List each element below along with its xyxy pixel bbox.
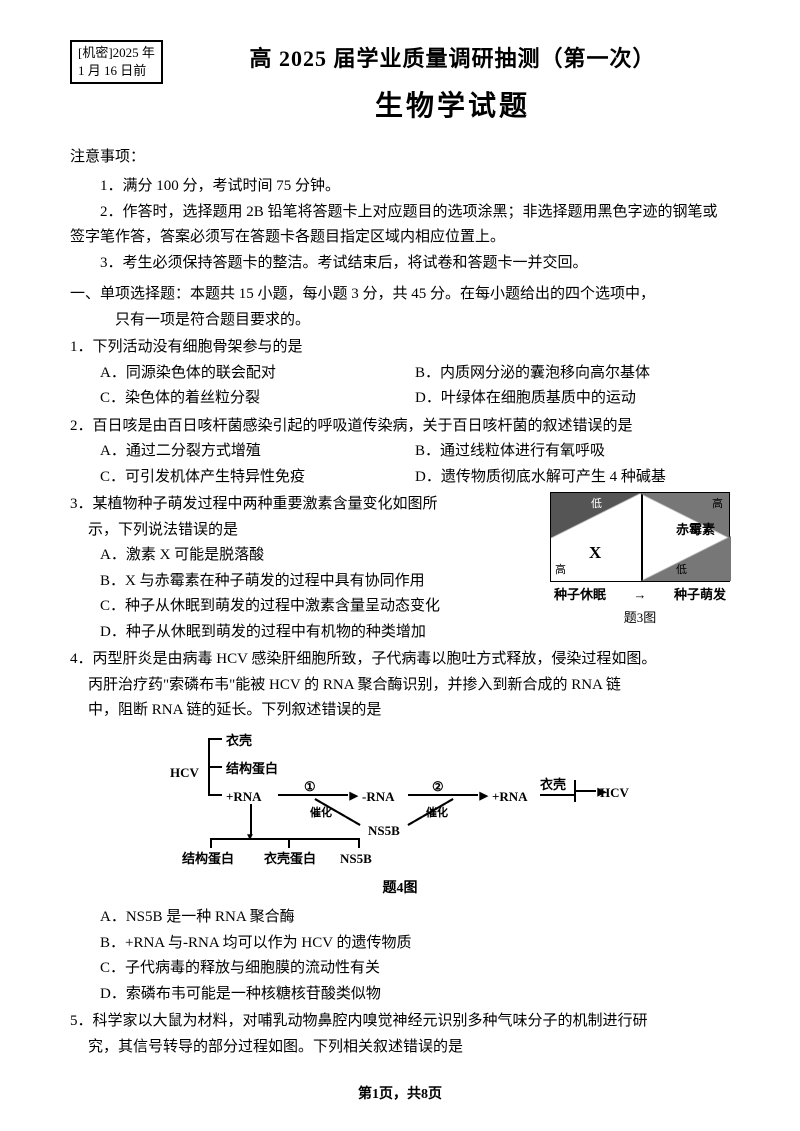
d4-bot-v1: [210, 838, 212, 848]
q4-opt-c: C．子代病毒的释放与细胞膜的流动性有关: [100, 956, 730, 982]
q1-options: A．同源染色体的联会配对 B．内质网分泌的囊泡移向高尔基体 C．染色体的着丝粒分…: [70, 361, 730, 412]
q4-opt-d: D．索磷布韦可能是一种核糖核苷酸类似物: [100, 982, 730, 1008]
q5-stem2: 究，其信号转导的部分过程如图。下列相关叙述错误的是: [70, 1035, 730, 1061]
q3-opt-d: D．种子从休眠到萌发的过程中有机物的种类增加: [100, 620, 538, 646]
d4-arrow-out: [576, 790, 596, 792]
chart3-right-label: 种子萌发: [674, 584, 726, 606]
d4-bot-v3: [358, 838, 360, 848]
section-sub: 只有一项是符合题目要求的。: [70, 308, 730, 334]
q4-options: A．NS5B 是一种 RNA 聚合酶 B．+RNA 与-RNA 均可以作为 HC…: [70, 905, 730, 1007]
d4-bot-h: [210, 838, 360, 840]
q1-opt-a: A．同源染色体的联会配对: [100, 361, 415, 387]
d4-bracket-l-b: [208, 794, 222, 796]
q4-diagram-wrap: HCV 衣壳 结构蛋白 +RNA ① -RNA ② +RNA NS5B 催化 催…: [70, 730, 730, 901]
notice-item-3: 3．考生必须保持答题卡的整洁。考试结束后，将试卷和答题卡一并交回。: [70, 251, 730, 277]
q3-opt-c: C．种子从休眠到萌发的过程中激素含量呈动态变化: [100, 594, 538, 620]
title-main: 高 2025 届学业质量调研抽测（第一次）: [175, 40, 730, 77]
section-head: 一、单项选择题：本题共 15 小题，每小题 3 分，共 45 分。在每小题给出的…: [70, 282, 730, 308]
d4-prna: +RNA: [226, 786, 262, 808]
q4-caption: 题4图: [70, 877, 730, 901]
notice-label: 注意事项：: [70, 145, 730, 171]
q1-opt-c: C．染色体的着丝粒分裂: [100, 386, 415, 412]
question-4: 4．丙型肝炎是由病毒 HCV 感染肝细胞所致，子代病毒以胞吐方式释放，侵染过程如…: [70, 647, 730, 1007]
page-footer: 第1页，共8页: [0, 1083, 800, 1107]
q2-opt-a: A．通过二分裂方式增殖: [100, 439, 415, 465]
header: [机密]2025 年 1 月 16 日前 高 2025 届学业质量调研抽测（第一…: [70, 40, 730, 131]
d4-yike-b: 衣壳蛋白: [264, 848, 316, 870]
q1-opt-b: B．内质网分泌的囊泡移向高尔基体: [415, 361, 730, 387]
chart3-gao-r: 高: [712, 495, 723, 514]
q1-stem: 1．下列活动没有细胞骨架参与的是: [70, 335, 730, 361]
question-1: 1．下列活动没有细胞骨架参与的是 A．同源染色体的联会配对 B．内质网分泌的囊泡…: [70, 335, 730, 412]
q2-opt-c: C．可引发机体产生特异性免疫: [100, 465, 415, 491]
question-2: 2．百日咳是由百日咳杆菌感染引起的呼吸道传染病，关于百日咳杆菌的叙述错误的是 A…: [70, 414, 730, 491]
notice-item-2: 2．作答时，选择题用 2B 铅笔将答题卡上对应题目的选项涂黑；非选择题用黑色字迹…: [70, 200, 730, 251]
chart3-arrow: →: [634, 584, 647, 606]
q3-opt-a: A．激素 X 可能是脱落酸: [100, 543, 538, 569]
question-3: 3．某植物种子萌发过程中两种重要激素含量变化如图所 示，下列说法错误的是 A．激…: [70, 492, 730, 645]
stamp-line1: [机密]2025 年: [78, 44, 155, 62]
q3-opt-b: B．X 与赤霉素在种子萌发的过程中具有协同作用: [100, 569, 538, 595]
q2-stem: 2．百日咳是由百日咳杆菌感染引起的呼吸道传染病，关于百日咳杆菌的叙述错误的是: [70, 414, 730, 440]
q3-left: 3．某植物种子萌发过程中两种重要激素含量变化如图所 示，下列说法错误的是 A．激…: [70, 492, 538, 645]
d4-bracket-l-t: [208, 738, 222, 740]
chart3-box: X 赤霉素 高 低 高 低: [550, 492, 730, 582]
d4-num2: ②: [432, 776, 444, 798]
title-sub: 生物学试题: [175, 83, 730, 131]
d4-ns5b: NS5B: [368, 820, 400, 842]
d4-jiegou-t: 结构蛋白: [226, 758, 278, 780]
chart3-xlabels: 种子休眠 → 种子萌发: [550, 584, 730, 606]
d4-nrna: -RNA: [362, 786, 395, 808]
chart3-gao-l: 高: [555, 561, 566, 580]
q4-opt-b: B．+RNA 与-RNA 均可以作为 HCV 的遗传物质: [100, 931, 730, 957]
q3-stem2: 示，下列说法错误的是: [70, 518, 538, 544]
q2-options: A．通过二分裂方式增殖 B．通过线粒体进行有氧呼吸 C．可引发机体产生特异性免疫…: [70, 439, 730, 490]
q3-options: A．激素 X 可能是脱落酸 B．X 与赤霉素在种子萌发的过程中具有协同作用 C．…: [70, 543, 538, 645]
q4-stem1: 4．丙型肝炎是由病毒 HCV 感染肝细胞所致，子代病毒以胞吐方式释放，侵染过程如…: [70, 647, 730, 673]
stamp-line2: 1 月 16 日前: [78, 62, 155, 80]
d4-jiegou-b: 结构蛋白: [182, 848, 234, 870]
d4-bracket-r-h: [540, 794, 576, 796]
d4-bot-v2: [288, 838, 290, 848]
d4-yike-t: 衣壳: [226, 730, 252, 752]
d4-prna2: +RNA: [492, 786, 528, 808]
chart3-caption: 题3图: [550, 607, 730, 629]
question-5: 5．科学家以大鼠为材料，对哺乳动物鼻腔内嗅觉神经元识别多种气味分子的机制进行研 …: [70, 1009, 730, 1060]
d4-num1: ①: [304, 776, 316, 798]
chart3-di-r: 低: [676, 561, 687, 580]
q1-opt-d: D．叶绿体在细胞质基质中的运动: [415, 386, 730, 412]
q4-stem3: 中，阻断 RNA 链的延长。下列叙述错误的是: [70, 698, 730, 724]
chart3-chm-label: 赤霉素: [676, 519, 715, 541]
q4-opt-a: A．NS5B 是一种 RNA 聚合酶: [100, 905, 730, 931]
q5-stem1: 5．科学家以大鼠为材料，对哺乳动物鼻腔内嗅觉神经元识别多种气味分子的机制进行研: [70, 1009, 730, 1035]
notice-item-1: 1．满分 100 分，考试时间 75 分钟。: [70, 174, 730, 200]
d4-hcv-r: HCV: [600, 782, 629, 804]
d4-arrow-down: [250, 804, 252, 836]
chart3-left-label: 种子休眠: [554, 584, 606, 606]
q3-stem1: 3．某植物种子萌发过程中两种重要激素含量变化如图所: [70, 492, 538, 518]
q4-diagram: HCV 衣壳 结构蛋白 +RNA ① -RNA ② +RNA NS5B 催化 催…: [170, 730, 630, 870]
q3-chart: X 赤霉素 高 低 高 低 种子休眠 → 种子萌发 题3图: [550, 492, 730, 628]
d4-ns5b-b: NS5B: [340, 848, 372, 870]
d4-bracket-l-m: [208, 766, 222, 768]
chart3-x-label: X: [589, 539, 601, 568]
title-block: 高 2025 届学业质量调研抽测（第一次） 生物学试题: [175, 40, 730, 131]
confidential-stamp: [机密]2025 年 1 月 16 日前: [70, 40, 163, 84]
d4-hcv-l: HCV: [170, 762, 199, 784]
q2-opt-b: B．通过线粒体进行有氧呼吸: [415, 439, 730, 465]
q4-stem2: 丙肝治疗药"索磷布韦"能被 HCV 的 RNA 聚合酶识别，并掺入到新合成的 R…: [70, 673, 730, 699]
d4-yike-r: 衣壳: [540, 774, 566, 796]
chart3-di-l: 低: [591, 495, 602, 514]
q2-opt-d: D．遗传物质彻底水解可产生 4 种碱基: [415, 465, 730, 491]
